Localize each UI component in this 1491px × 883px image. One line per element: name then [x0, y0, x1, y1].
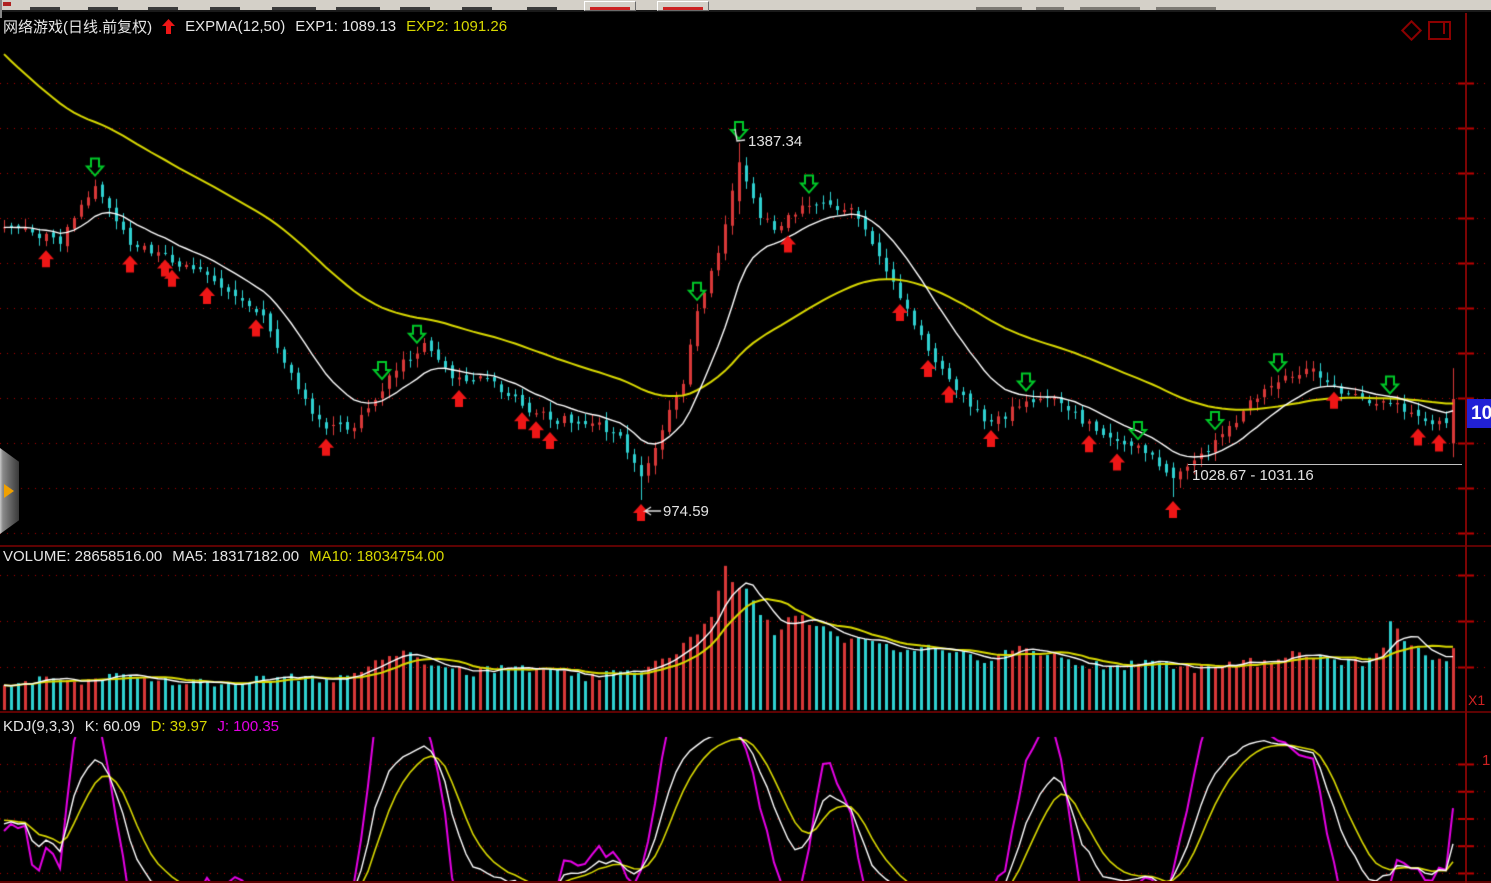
expand-arrow-icon [4, 484, 14, 498]
peak-price-label: 1387.34 [748, 133, 803, 150]
main-chart-header: 网络游戏(日线.前复权) EXPMA(12,50) EXP1: 1089.13 … [3, 16, 507, 37]
split-window-icon[interactable] [1428, 21, 1451, 40]
indicator-label[interactable]: EXPMA(12,50) [185, 18, 286, 35]
kdj-label[interactable]: KDJ(9,3,3) [3, 718, 75, 735]
exp1-value: EXP1: 1089.13 [295, 18, 397, 35]
panel-divider [0, 711, 1491, 713]
kdj-k-value: K: 60.09 [84, 718, 141, 735]
panel-divider [0, 881, 1491, 883]
sidebar-expand-handle[interactable] [0, 448, 19, 534]
volume-ma5: MA5: 18317182.00 [172, 548, 300, 565]
kdj-j-value: J: 100.35 [217, 718, 280, 735]
panel-divider [0, 545, 1491, 547]
kdj-axis-value: 1 [1482, 752, 1491, 769]
volume-header: VOLUME: 28658516.00 MA5: 18317182.00 MA1… [3, 548, 444, 565]
kdj-d-value: D: 39.97 [150, 718, 208, 735]
volume-unit-label: X1 [1468, 692, 1486, 708]
right-axis-line [1465, 13, 1467, 883]
symbol-title: 网络游戏(日线.前复权) [3, 19, 153, 36]
volume-value[interactable]: VOLUME: 28658516.00 [3, 548, 163, 565]
current-price-tag: 10 [1467, 399, 1491, 428]
kdj-header: KDJ(9,3,3) K: 60.09 D: 39.97 J: 100.35 [3, 718, 279, 735]
exp2-value: EXP2: 1091.26 [406, 18, 508, 35]
up-arrow-icon [162, 19, 176, 34]
trough-price-label: 974.59 [663, 503, 709, 520]
gap-range-label: 1028.67 - 1031.16 [1192, 467, 1314, 484]
gap-range-line [1188, 464, 1462, 465]
volume-ma10: MA10: 18034754.00 [309, 548, 445, 565]
